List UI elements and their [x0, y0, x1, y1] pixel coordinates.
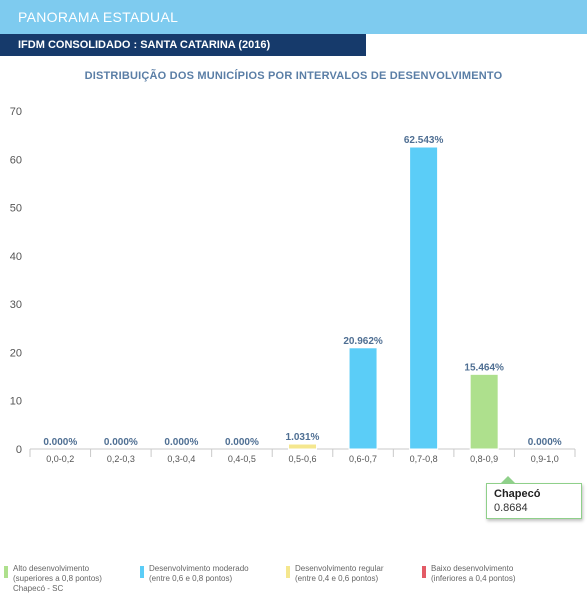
data-label-2: 0.000% — [164, 437, 198, 448]
x-tick-label-1: 0,2-0,3 — [107, 454, 135, 464]
tooltip-value: 0.8684 — [494, 502, 528, 514]
legend-swatch-alto — [4, 566, 8, 578]
legend-moderado-line2: (entre 0,6 e 0,8 pontos) — [149, 574, 233, 583]
y-tick-label-7: 70 — [10, 106, 22, 118]
x-tick-label-3: 0,4-0,5 — [228, 454, 256, 464]
data-label-5: 20.962% — [343, 336, 383, 347]
y-tick-label-5: 50 — [10, 203, 22, 215]
data-label-4: 1.031% — [286, 432, 320, 443]
legend-regular-line1: Desenvolvimento regular — [295, 564, 384, 573]
x-tick-label-2: 0,3-0,4 — [167, 454, 195, 464]
legend-alto-line2: (superiores a 0,8 pontos) — [13, 574, 102, 583]
legend-text-baixo: Baixo desenvolvimento (inferiores a 0,4 … — [431, 564, 516, 584]
data-label-8: 0.000% — [528, 437, 562, 448]
y-tick-label-4: 40 — [10, 251, 22, 263]
x-tick-label-4: 0,5-0,6 — [288, 454, 316, 464]
x-tick-label-8: 0,9-1,0 — [531, 454, 559, 464]
legend-text-alto: Alto desenvolvimento (superiores a 0,8 p… — [13, 564, 102, 594]
data-label-1: 0.000% — [104, 437, 138, 448]
x-tick-label-0: 0,0-0,2 — [46, 454, 74, 464]
legend-alto-line3: Chapecó - SC — [13, 584, 64, 593]
bar-4 — [288, 443, 317, 450]
bar-6 — [409, 146, 439, 450]
legend-baixo-line2: (inferiores a 0,4 pontos) — [431, 574, 516, 583]
bar-7 — [469, 373, 499, 450]
banner-title: PANORAMA ESTADUAL — [18, 9, 179, 25]
y-tick-label-0: 0 — [16, 444, 22, 456]
chart-title: DISTRIBUIÇÃO DOS MUNICÍPIOS POR INTERVAL… — [84, 70, 503, 82]
legend-swatch-regular — [286, 566, 290, 578]
legend-baixo-line1: Baixo desenvolvimento — [431, 564, 514, 573]
legend-regular-line2: (entre 0,4 e 0,6 pontos) — [295, 574, 379, 583]
data-label-3: 0.000% — [225, 437, 259, 448]
data-label-7: 15.464% — [464, 362, 504, 373]
data-label-6: 62.543% — [404, 135, 444, 146]
panorama-banner: PANORAMA ESTADUAL — [0, 0, 587, 34]
x-tick-label-7: 0,8-0,9 — [470, 454, 498, 464]
legend-text-moderado: Desenvolvimento moderado (entre 0,6 e 0,… — [149, 564, 249, 584]
y-tick-label-6: 60 — [10, 154, 22, 166]
y-tick-label-1: 10 — [10, 396, 22, 408]
x-tick-label-5: 0,6-0,7 — [349, 454, 377, 464]
legend-swatch-moderado — [140, 566, 144, 578]
x-tick-label-6: 0,7-0,8 — [410, 454, 438, 464]
y-tick-label-3: 30 — [10, 299, 22, 311]
subtitle: IFDM CONSOLIDADO : SANTA CATARINA (2016) — [18, 39, 271, 51]
bar-5 — [348, 347, 378, 450]
tooltip: Chapecó 0.8684 — [486, 476, 582, 519]
legend-text-regular: Desenvolvimento regular (entre 0,4 e 0,6… — [295, 564, 384, 584]
legend: Alto desenvolvimento (superiores a 0,8 p… — [0, 564, 587, 600]
bar-chart: 0 10 20 30 40 50 60 70 0,0-0,2 0.000% 0,2-0,3 0.000… — [10, 106, 576, 464]
legend-alto-line1: Alto desenvolvimento — [13, 564, 90, 573]
subtitle-bar: IFDM CONSOLIDADO : SANTA CATARINA (2016) — [0, 34, 366, 56]
data-label-0: 0.000% — [43, 437, 77, 448]
tooltip-name: Chapecó — [494, 488, 541, 500]
legend-swatch-baixo — [422, 566, 426, 578]
legend-moderado-line1: Desenvolvimento moderado — [149, 564, 249, 573]
y-tick-label-2: 20 — [10, 347, 22, 359]
